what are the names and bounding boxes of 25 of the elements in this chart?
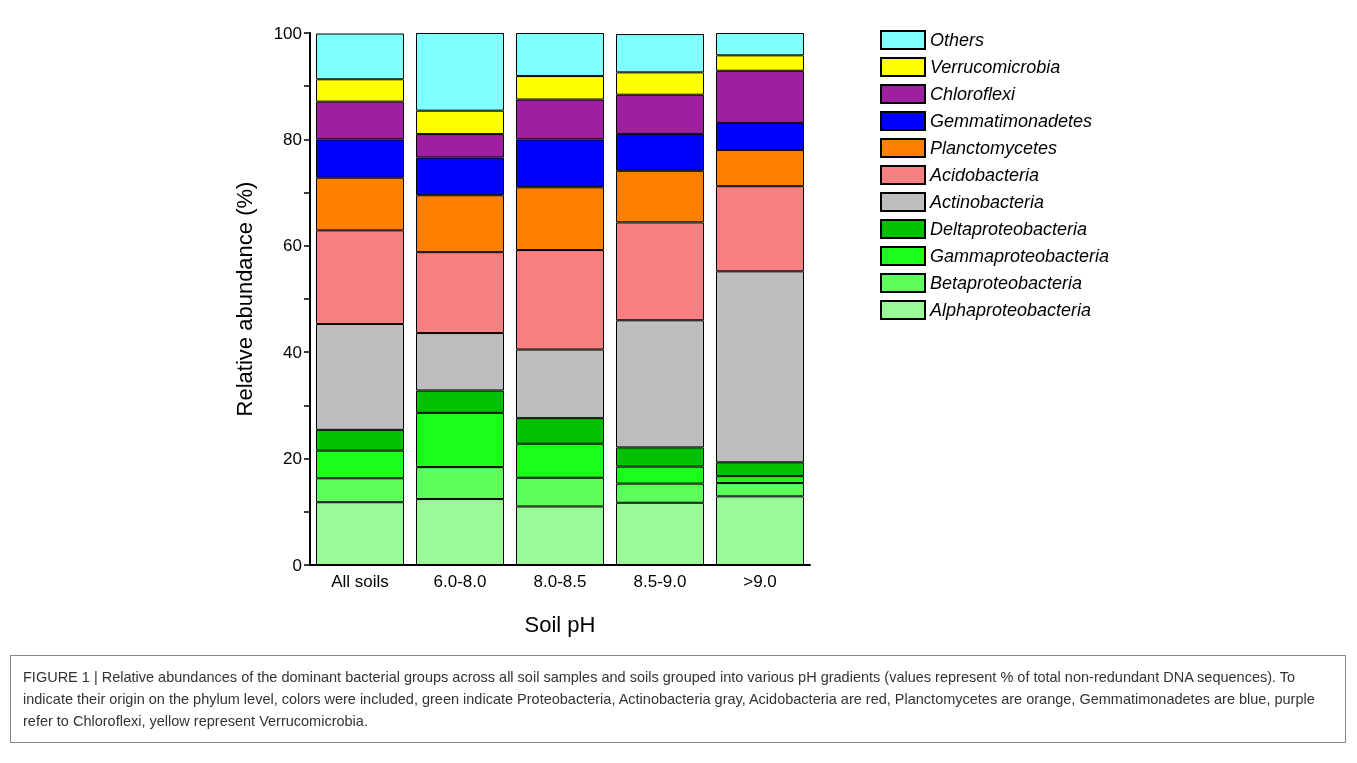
legend-label: Verrucomicrobia (930, 57, 1061, 77)
legend-label: Actinobacteria (929, 192, 1045, 212)
x-tick-label: 6.0-8.0 (433, 572, 487, 591)
legend-label: Gammaproteobacteria (930, 246, 1110, 266)
legend-label: Planctomycetes (930, 138, 1058, 158)
legend-label: Others (930, 30, 985, 50)
x-tick-label: All soils (331, 572, 389, 591)
legend-label: Acidobacteria (929, 165, 1040, 185)
x-tick-label: >9.0 (743, 572, 777, 591)
x-tick-label: 8.0-8.5 (533, 572, 587, 591)
caption: FIGURE 1 | Relative abundances of the dominant bacterial groups across all soil samples and soils grouped into various pH gradients (values represent % of total non-redundant DNA sequences). To indicate their origin on the phylum level, colors were included, green indicate Proteobacteria, Actinobacteria gray, Acidobacteria are red, Planctomycetes are orange, Gemmatimonadetes are blue, purple refer to Chloroflexi, yellow represent Verrucomicrobia. (23, 668, 1316, 731)
legend-label: Gemmatimonadetes (930, 111, 1093, 131)
y-tick-label: 80 (283, 129, 302, 149)
x-tick-label: 8.5-9.0 (633, 572, 687, 591)
x-axis-title: Soil pH (524, 611, 596, 637)
y-tick-label: 0 (292, 555, 302, 575)
legend-label: Chloroflexi (930, 84, 1017, 104)
y-tick-label: 60 (283, 236, 302, 256)
y-tick-label: 40 (283, 342, 302, 362)
legend-label: Deltaproteobacteria (930, 219, 1088, 239)
legend-label: Betaproteobacteria (930, 273, 1083, 293)
legend-label: Alphaproteobacteria (929, 300, 1092, 320)
y-tick-label: 20 (283, 449, 302, 469)
y-tick-label: 100 (273, 23, 302, 43)
y-axis-title: Relative abundance (%) (231, 181, 257, 417)
